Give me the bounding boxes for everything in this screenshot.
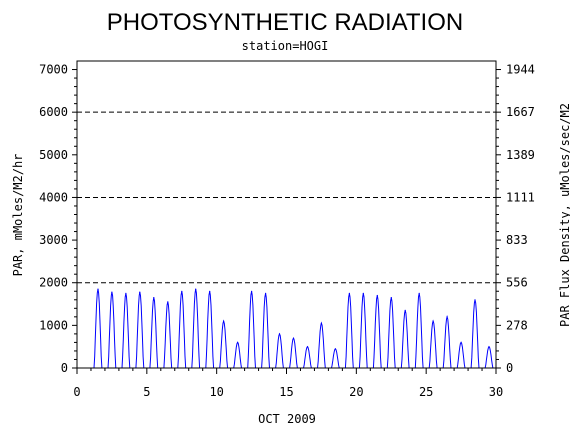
daily-peak-point bbox=[125, 292, 127, 294]
x-tick-label: 0 bbox=[73, 385, 80, 399]
y-tick-label: 7000 bbox=[39, 63, 68, 77]
daily-peak-point bbox=[348, 292, 350, 294]
y2-tick-label: 1389 bbox=[506, 148, 535, 162]
daily-peak-point bbox=[167, 301, 169, 303]
x-tick-label: 15 bbox=[279, 385, 293, 399]
y-tick-label: 6000 bbox=[39, 105, 68, 119]
x-tick-label: 30 bbox=[489, 385, 503, 399]
daily-peak-point bbox=[390, 297, 392, 299]
gridlines bbox=[77, 111, 496, 284]
par-series-line bbox=[88, 289, 496, 369]
daily-peak-point bbox=[209, 290, 211, 292]
x-tick-label: 25 bbox=[419, 385, 433, 399]
daily-peak-point bbox=[376, 294, 378, 297]
y2-tick-label: 1944 bbox=[506, 63, 535, 77]
y-tick-label: 0 bbox=[61, 361, 68, 375]
daily-peak-point bbox=[265, 292, 267, 294]
y2-tick-label: 1667 bbox=[506, 105, 535, 119]
y-tick-label: 5000 bbox=[39, 148, 68, 162]
daily-peak-point bbox=[418, 292, 420, 294]
daily-peak-point bbox=[404, 309, 406, 311]
x-tick-label: 10 bbox=[209, 385, 223, 399]
y-tick-label: 1000 bbox=[39, 318, 68, 332]
y-axis-label: PAR, mMoles/M2/hr bbox=[11, 154, 25, 277]
x-tick-label: 5 bbox=[143, 385, 150, 399]
daily-peak-point bbox=[362, 292, 364, 294]
daily-peak-point bbox=[223, 320, 225, 322]
daily-peak-point bbox=[251, 290, 253, 292]
daily-peak-point bbox=[139, 291, 141, 293]
daily-peak-point bbox=[460, 341, 462, 343]
chart-subtitle: station=HOGI bbox=[242, 39, 329, 53]
y-tick-label: 4000 bbox=[39, 190, 68, 204]
chart-title: PHOTOSYNTHETIC RADIATION bbox=[107, 9, 463, 36]
y-tick-label: 3000 bbox=[39, 233, 68, 247]
daily-peak-point bbox=[278, 333, 281, 335]
daily-peak-point bbox=[111, 291, 113, 293]
daily-peak-point bbox=[97, 288, 99, 290]
daily-peak-point bbox=[181, 290, 183, 292]
y-tick-label: 2000 bbox=[39, 276, 68, 290]
daily-peak-point bbox=[334, 348, 336, 350]
daily-peak-point bbox=[474, 299, 476, 301]
daily-peak-point bbox=[237, 341, 239, 343]
y2-tick-label: 556 bbox=[506, 276, 528, 290]
x-axis-label: OCT 2009 bbox=[258, 412, 316, 426]
daily-peak-point bbox=[320, 322, 322, 324]
daily-peak-point bbox=[153, 297, 155, 299]
daily-peak-point bbox=[292, 337, 295, 339]
daily-peak-point bbox=[432, 320, 434, 322]
x-tick-label: 20 bbox=[349, 385, 363, 399]
y2-axis-label: PAR Flux Density, uMoles/sec/M2 bbox=[558, 103, 570, 327]
daily-peak-point bbox=[195, 288, 197, 290]
y2-tick-label: 833 bbox=[506, 233, 528, 247]
series-area bbox=[88, 288, 496, 369]
y2-tick-label: 0 bbox=[506, 361, 513, 375]
y2-tick-label: 1111 bbox=[506, 190, 535, 204]
daily-peak-point bbox=[306, 346, 309, 348]
axes: 0 1000 2000 3000 4000 5000 6000 7000 0 278 556 833 1… bbox=[39, 63, 535, 399]
y2-tick-label: 278 bbox=[506, 318, 528, 332]
daily-peak-point bbox=[446, 316, 448, 318]
daily-peak-point bbox=[488, 346, 490, 348]
